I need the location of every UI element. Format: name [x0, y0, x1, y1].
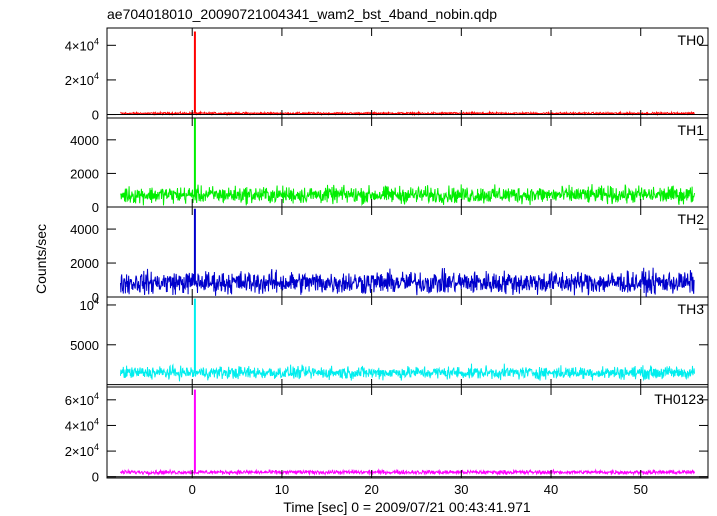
y-tick-label: 0: [92, 200, 99, 215]
panel-frame: [106, 386, 709, 479]
chart-title: ae704018010_20090721004341_wam2_bst_4ban…: [107, 6, 497, 22]
panel-label: TH0: [678, 32, 705, 48]
y-tick-label: 2×104: [65, 442, 99, 459]
x-axis-label: Time [sec] 0 = 2009/07/21 00:43:41.971: [283, 499, 531, 515]
y-tick-label: 2000: [70, 166, 99, 181]
y-tick-label: 0: [92, 470, 99, 485]
y-axis-label: Counts/sec: [33, 224, 49, 294]
x-tick-label: 30: [454, 482, 468, 497]
y-tick-label: 0: [92, 290, 99, 305]
panel-label: TH0123: [654, 391, 704, 407]
x-tick-label: 50: [633, 482, 647, 497]
x-tick-label: 40: [544, 482, 558, 497]
panel-th3: 5000 104 TH3: [70, 296, 709, 388]
series-line-th3: [120, 363, 695, 382]
panel-th0: 0 2×104 4×104 TH0: [65, 27, 709, 123]
y-tick-label: 4000: [70, 222, 99, 237]
x-tick-label: 0: [189, 482, 196, 497]
panel-th2: 0 2000 4000 TH2: [70, 206, 709, 305]
panel-th0123: 0 2×104 4×104 6×104 TH0123: [65, 386, 709, 485]
y-tick-label: 2000: [70, 256, 99, 271]
y-tick-label: 6×104: [65, 391, 99, 408]
y-tick-label: 4000: [70, 133, 99, 148]
panel-frame: [106, 27, 709, 119]
panel-label: TH2: [678, 211, 705, 227]
y-tick-label: 2×104: [65, 71, 99, 88]
y-tick-label: 4×104: [65, 36, 99, 53]
y-tick-label: 4×104: [65, 416, 99, 433]
panel-label: TH3: [678, 301, 705, 317]
panel-th1: 0 2000 4000 TH1: [70, 117, 709, 215]
series-line-th0123: [120, 468, 695, 477]
y-tick-label: 5000: [70, 338, 99, 353]
x-tick-label: 20: [364, 482, 378, 497]
series-line-th2: [120, 267, 695, 297]
y-tick-label: 0: [92, 108, 99, 123]
panel-label: TH1: [678, 122, 705, 138]
y-tick-label: 104: [80, 296, 99, 313]
series-line-th1: [120, 184, 695, 207]
x-tick-label: 10: [275, 482, 289, 497]
